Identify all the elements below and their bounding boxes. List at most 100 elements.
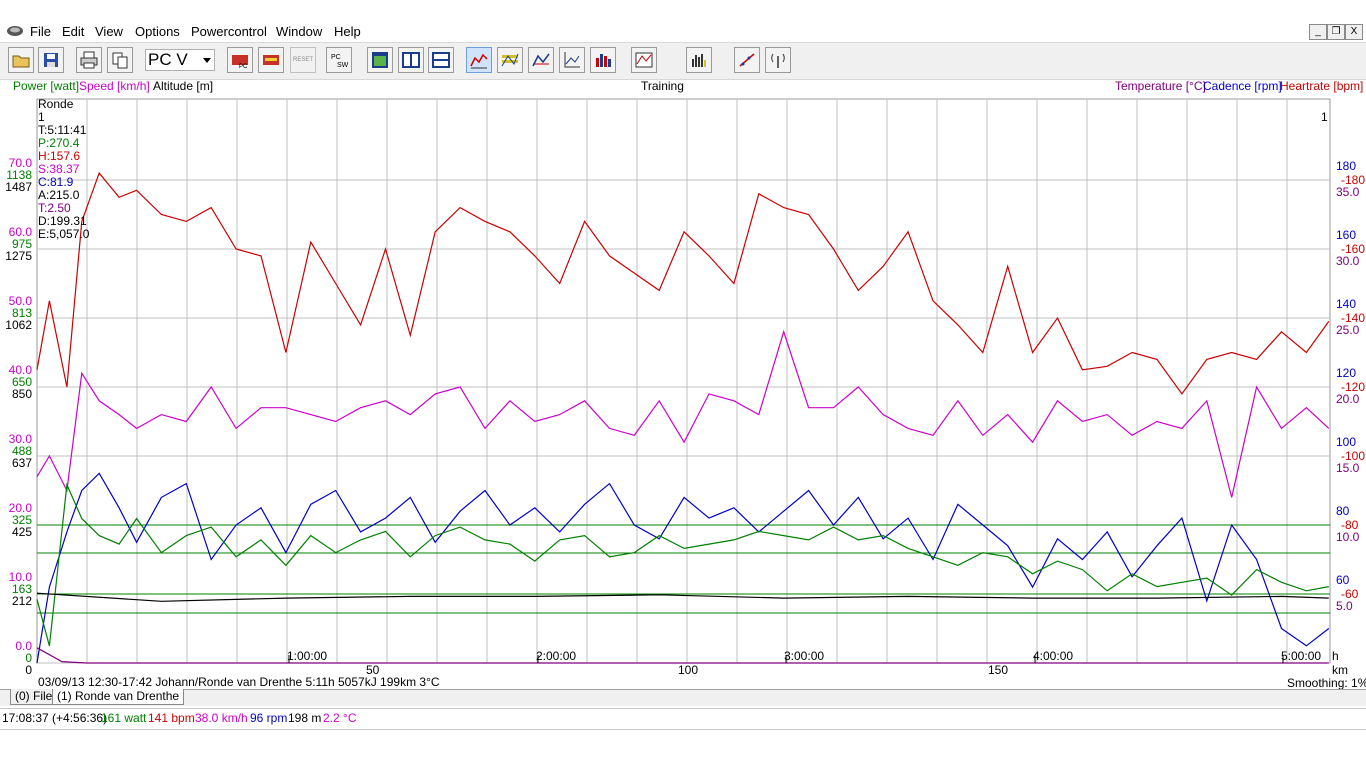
training-chart[interactable]: 1:00:00 2:00:00 3:00:00 4:00:00 5:00:00 h50 10… [0, 94, 1366, 689]
save-icon[interactable] [38, 47, 64, 73]
menu-options[interactable]: Options [135, 24, 180, 39]
chart-title: Training [641, 79, 684, 93]
left-axis-alt-label: 637 [11, 456, 32, 470]
menu-powercontrol[interactable]: Powercontrol [191, 24, 267, 39]
status-temperature: 2.2 °C [323, 711, 357, 725]
smoothing-label[interactable]: Smoothing: 1% [1287, 676, 1366, 690]
left-axis-speed-label: 70.0 [8, 156, 32, 170]
series-line-heartrate [36, 171, 1330, 395]
left-axis-speed-label: 30.0 [8, 432, 32, 446]
menu-view[interactable]: View [95, 24, 123, 39]
right-axis-cad-label: 100 [1336, 435, 1357, 449]
app-logo-icon[interactable] [6, 24, 24, 38]
tab-ronde-van-drenthe[interactable]: (1) Ronde van Drenthe [52, 689, 185, 705]
left-axis-power-label: 0 [25, 651, 32, 665]
menu-file[interactable]: File [30, 24, 51, 39]
legend-speed[interactable]: Speed [km/h] [79, 79, 150, 93]
download-pc-icon[interactable]: PC [227, 47, 253, 73]
right-axis-cad-label: 180 [1336, 159, 1357, 173]
legend-cadence[interactable]: Cadence [rpm] [1203, 79, 1282, 93]
legend-heartrate[interactable]: Heartrate [bpm] [1280, 79, 1364, 93]
left-axis-alt-label: 1062 [5, 318, 32, 332]
legend-altitude[interactable]: Altitude [m] [153, 79, 214, 93]
bar-chart-icon[interactable] [686, 47, 712, 73]
time-tick-label: 2:00:00 [536, 649, 576, 663]
print-icon[interactable] [76, 47, 102, 73]
copy-icon[interactable] [107, 47, 133, 73]
open-folder-icon[interactable] [8, 47, 34, 73]
left-axis-power-label: 1138 [6, 168, 32, 182]
legend-power[interactable]: Power [watt] [13, 79, 80, 93]
menu-bar [0, 22, 1366, 42]
device-select[interactable]: PC V [145, 49, 215, 71]
km-tick-label: 100 [678, 663, 698, 677]
graph-table-icon[interactable] [631, 47, 657, 73]
info-speed: S:38.37 [38, 162, 80, 176]
tab-file[interactable]: (0) File [10, 689, 58, 705]
series-line-speed [36, 329, 1330, 498]
right-axis-cad-label: 140 [1336, 297, 1357, 311]
graph-bars-icon[interactable] [497, 47, 523, 73]
left-axis-power-label: 163 [11, 582, 32, 596]
left-axis-alt-label: 212 [11, 594, 32, 608]
right-axis-temp-label: 25.0 [1336, 323, 1360, 337]
status-cadence: 96 rpm [250, 711, 288, 725]
right-axis-hr-label: -80 [1341, 518, 1359, 532]
info-altitude: A:215.0 [38, 188, 80, 202]
info-cadence: C:81.9 [38, 175, 74, 189]
right-axis-temp-label: 20.0 [1336, 392, 1360, 406]
series-line-cadence [36, 472, 1330, 664]
title-bar [0, 0, 1366, 22]
legend-temperature[interactable]: Temperature [°C] [1115, 79, 1206, 93]
series-line-power [36, 482, 1329, 647]
split-horizontal-icon[interactable] [428, 47, 454, 73]
info-energy: E:5,057.0 [38, 227, 90, 241]
left-axis-power-label: 813 [11, 306, 32, 320]
graph-zones-icon[interactable] [528, 47, 554, 73]
time-tick-label: 3:00:00 [784, 649, 824, 663]
right-axis-temp-label: 10.0 [1336, 530, 1360, 544]
right-axis-temp-label: 30.0 [1336, 254, 1360, 268]
reset-label: RESET [292, 57, 313, 63]
right-axis-cad-label: 60 [1336, 573, 1350, 587]
histogram-icon[interactable] [590, 47, 616, 73]
left-axis-power-label: 325 [11, 513, 32, 527]
split-vertical-icon[interactable] [398, 47, 424, 73]
status-speed: 38.0 km/h [195, 711, 248, 725]
menu-window[interactable]: Window [276, 24, 323, 39]
left-axis-speed-label: 10.0 [8, 570, 32, 584]
right-axis-temp-label: 35.0 [1336, 185, 1360, 199]
menu-edit[interactable]: Edit [62, 24, 85, 39]
info-distance: D:199.31 [38, 214, 87, 228]
series-line-temperature [36, 647, 1329, 664]
pc-sw-icon[interactable]: PC SW [326, 47, 352, 73]
left-axis-speed-label: 20.0 [8, 501, 32, 515]
antenna-icon[interactable] [765, 47, 791, 73]
svg-text:PC: PC [239, 64, 248, 70]
window-view-icon[interactable] [367, 47, 393, 73]
close-button[interactable]: X [1345, 24, 1363, 40]
restore-button[interactable]: ❐ [1327, 24, 1345, 40]
left-axis-speed-label: 40.0 [8, 363, 32, 377]
right-axis-hr-label: -160 [1341, 242, 1366, 256]
info-power: P:270.4 [38, 136, 80, 150]
time-tick-label: 5:00:00 [1281, 649, 1321, 663]
chevron-down-icon [203, 58, 211, 63]
status-altitude: 198 m [288, 711, 322, 725]
scatter-icon[interactable] [734, 47, 760, 73]
info-temp: T:2.50 [38, 201, 71, 215]
km-tick-label: 150 [988, 663, 1008, 677]
right-axis-temp-label: 5.0 [1336, 599, 1353, 613]
info-lap: 1 [38, 110, 45, 124]
graph-icon[interactable] [466, 47, 492, 73]
status-power: 161 watt [101, 711, 147, 725]
info-panel: Ronde 1 T:5:11:41 P:270.4 H:157.6 S:38.3… [38, 98, 89, 241]
menu-help[interactable]: Help [334, 24, 361, 39]
minimize-button[interactable]: _ [1309, 24, 1327, 40]
svg-text:PC: PC [331, 54, 341, 61]
graph-axes-icon[interactable] [559, 47, 585, 73]
time-unit-label: h [1332, 649, 1339, 663]
download-card-icon[interactable] [258, 47, 284, 73]
reset-button[interactable]: RESET [290, 47, 316, 73]
right-axis-hr-label: -100 [1341, 449, 1366, 463]
